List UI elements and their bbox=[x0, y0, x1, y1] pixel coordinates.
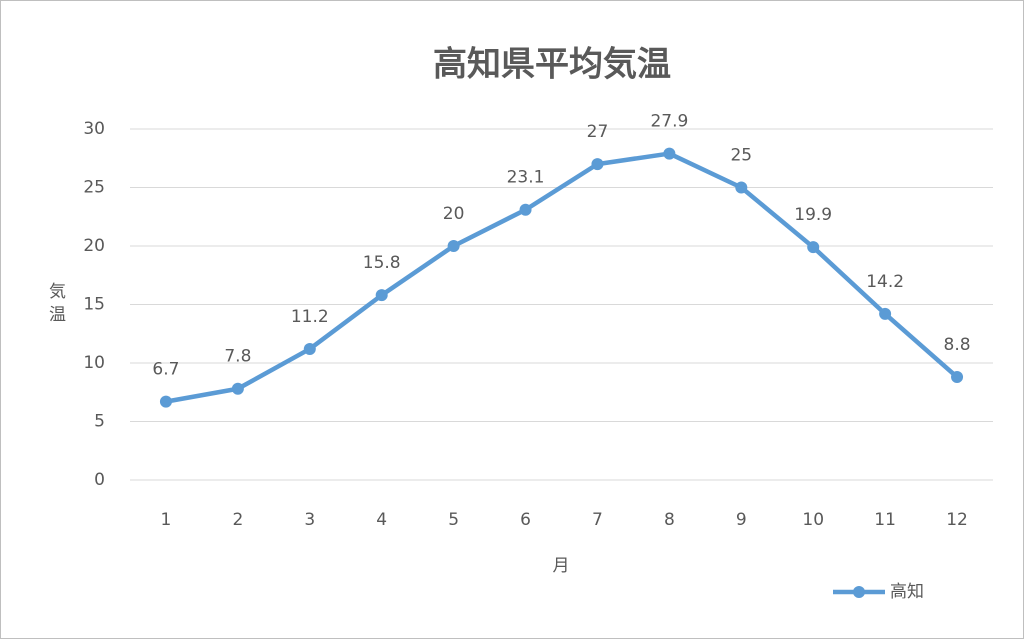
data-point bbox=[591, 158, 604, 171]
data-point bbox=[951, 371, 964, 384]
x-tick-label: 10 bbox=[802, 510, 824, 530]
x-axis-label: 月 bbox=[553, 556, 570, 576]
x-tick-label: 2 bbox=[232, 510, 243, 530]
data-point bbox=[447, 240, 460, 252]
y-tick-label: 15 bbox=[83, 295, 105, 315]
data-label: 6.7 bbox=[152, 360, 179, 380]
x-tick-label: 5 bbox=[448, 510, 459, 530]
x-tick-label: 12 bbox=[946, 510, 968, 530]
x-tick-label: 9 bbox=[736, 510, 747, 530]
legend-label: 高知 bbox=[890, 582, 924, 602]
y-tick-label: 30 bbox=[83, 119, 105, 139]
data-label: 27 bbox=[587, 122, 609, 142]
data-line bbox=[165, 151, 959, 404]
data-point bbox=[735, 181, 748, 194]
data-point bbox=[663, 147, 676, 160]
x-tick-label: 6 bbox=[520, 510, 531, 530]
data-label: 23.1 bbox=[507, 168, 545, 188]
legend-marker bbox=[853, 586, 865, 598]
data-point bbox=[159, 395, 172, 408]
y-tick-label: 10 bbox=[83, 353, 105, 373]
x-tick-label: 1 bbox=[161, 510, 172, 530]
data-label: 15.8 bbox=[363, 253, 401, 273]
y-tick-label: 5 bbox=[94, 412, 105, 432]
x-tick-label: 4 bbox=[376, 510, 387, 530]
data-label: 7.8 bbox=[224, 347, 251, 367]
data-label: 11.2 bbox=[291, 307, 329, 327]
data-point bbox=[303, 342, 316, 355]
y-tick-label: 25 bbox=[83, 178, 105, 198]
data-point bbox=[231, 382, 244, 395]
data-point bbox=[807, 241, 820, 254]
x-tick-label: 11 bbox=[874, 510, 896, 530]
data-label: 25 bbox=[730, 146, 752, 166]
chart-title: 高知県平均気温 bbox=[433, 45, 671, 85]
data-label: 14.2 bbox=[866, 272, 904, 292]
data-label: 27.9 bbox=[650, 112, 688, 132]
data-point bbox=[519, 203, 532, 216]
x-tick-label: 7 bbox=[592, 510, 603, 530]
data-label: 8.8 bbox=[944, 335, 971, 355]
x-tick-label: 3 bbox=[304, 510, 315, 530]
y-tick-label: 0 bbox=[94, 470, 105, 490]
data-label: 20 bbox=[443, 204, 465, 224]
y-tick-label: 20 bbox=[83, 236, 105, 256]
data-label: 19.9 bbox=[794, 205, 832, 225]
x-tick-label: 8 bbox=[664, 510, 675, 530]
data-point bbox=[375, 289, 388, 302]
data-point bbox=[879, 307, 892, 320]
y-axis-label: 気温 bbox=[45, 282, 66, 328]
